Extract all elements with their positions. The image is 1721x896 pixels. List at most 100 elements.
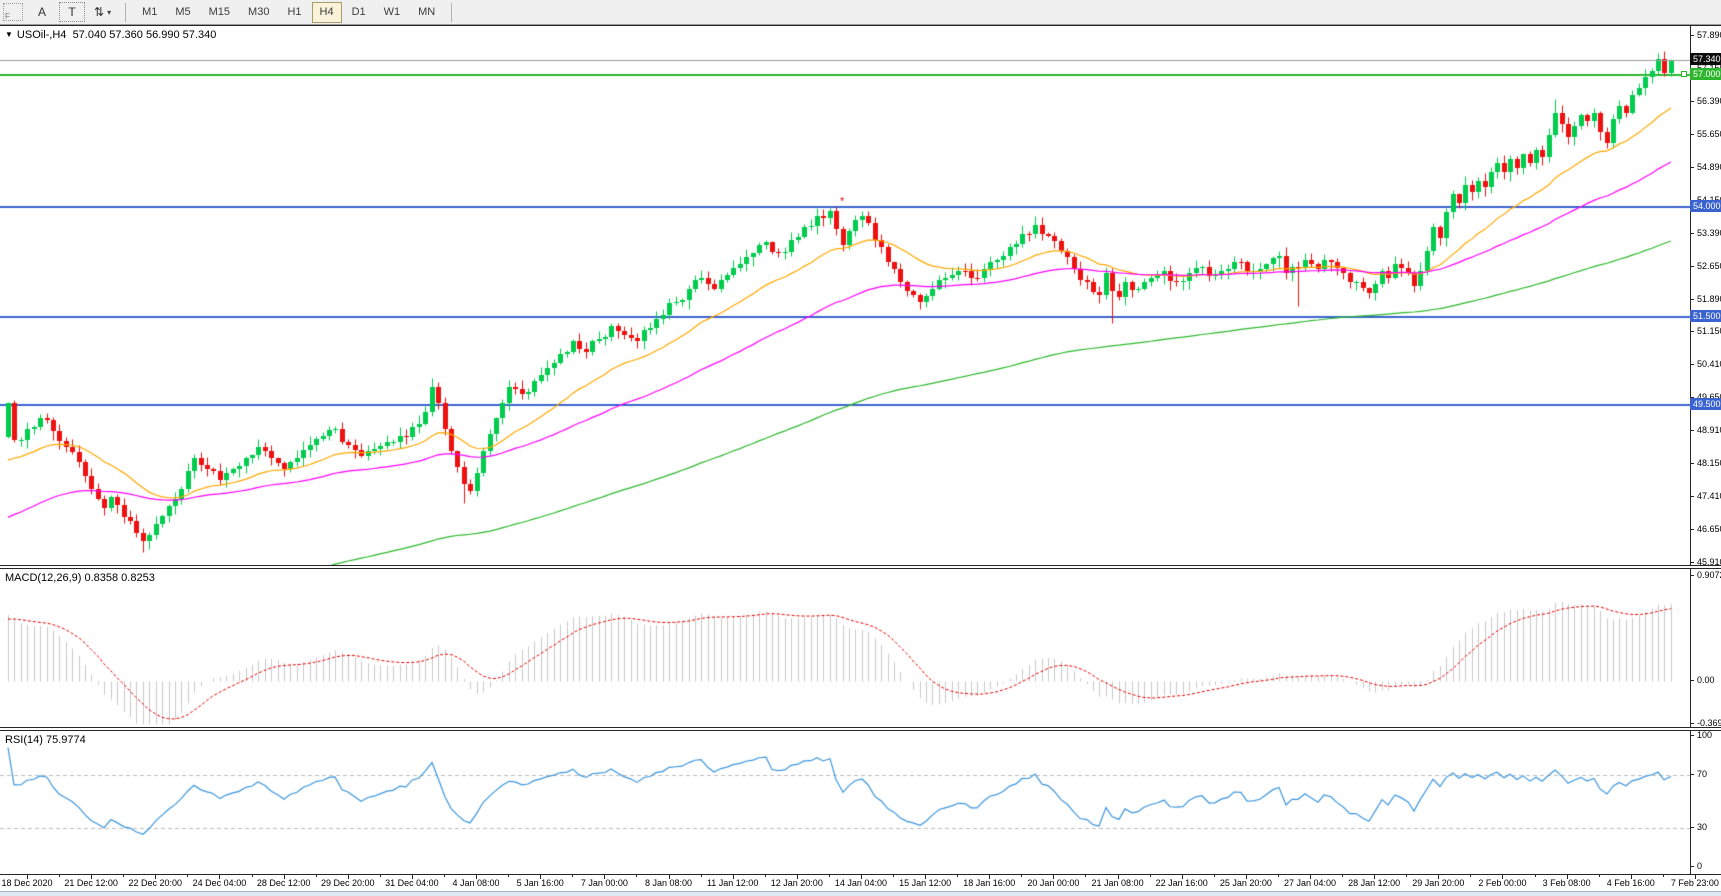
text-icon: A [37,5,46,19]
price-level-badge: 49.500 [1690,398,1721,410]
text-label-icon: T [68,5,76,19]
price-tick-label: 56.390 [1697,96,1721,106]
dock-grip-icon[interactable]: F [3,3,23,21]
price-tick [1690,101,1694,102]
rsi-tick-label: 0 [1697,861,1703,871]
timeframe-button-m30[interactable]: M30 [248,6,270,18]
macd-tick [1690,575,1694,576]
time-axis-label: 4 Feb 16:00 [1606,878,1655,888]
current-price-badge: 57.340 [1690,53,1721,65]
arrows-tool-button[interactable]: ⇅ ▾ [89,2,116,22]
price-tick-label: 51.150 [1697,326,1721,336]
time-tick [861,875,862,879]
time-axis-label: 3 Feb 08:00 [1542,878,1591,888]
timeframe-group: M1 M5 M15 M30 H1 H4 D1 W1 MN [133,1,444,23]
time-axis-label: 22 Dec 20:00 [128,878,183,888]
line-handle[interactable] [1681,71,1687,77]
macd-name: MACD(12,26,9) [5,572,82,584]
time-axis-label: 14 Jan 04:00 [834,878,887,888]
time-axis-label: 25 Jan 20:00 [1219,878,1272,888]
price-tick [1690,35,1694,36]
time-tick [669,875,670,879]
rsi-tick [1690,827,1694,828]
time-axis-label: 28 Dec 12:00 [256,878,311,888]
time-tick [1663,875,1664,877]
price-pane: ▼ USOil-,H4 57.040 57.360 56.990 57.340 [0,25,1721,566]
macd-canvas[interactable] [0,569,1690,727]
time-axis-label: 24 Dec 04:00 [192,878,247,888]
time-tick [219,875,220,879]
time-tick [508,875,509,877]
time-tick [476,875,477,879]
time-axis[interactable]: 18 Dec 2020 21 Dec 12:00 22 Dec 20:00 24 De… [0,875,1721,891]
price-tick [1690,364,1694,365]
price-tick-label: 55.650 [1697,129,1721,139]
time-tick [572,875,573,877]
time-tick [1342,875,1343,877]
price-level-badge: 51.500 [1690,310,1721,322]
toolbar-separator [451,2,453,22]
time-tick [444,875,445,877]
time-tick [733,875,734,879]
rsi-tick-label: 30 [1697,822,1708,832]
time-axis-label: 28 Jan 12:00 [1348,878,1401,888]
rsi-tick [1690,866,1694,867]
time-tick [123,875,124,877]
time-axis-label: 7 Jan 00:00 [580,878,628,888]
price-tick-label: 46.650 [1697,524,1721,534]
text-label-tool-button[interactable]: T [59,2,85,22]
timeframe-button-m1[interactable]: M1 [142,6,158,18]
time-axis-label: 4 Jan 08:00 [452,878,500,888]
time-tick [1502,875,1503,879]
price-chart-canvas[interactable] [0,26,1690,565]
price-tick-label: 45.910 [1697,557,1721,567]
timeframe-button-w1[interactable]: W1 [383,6,401,18]
time-axis-label: 29 Jan 20:00 [1412,878,1465,888]
timeframe-button-m5[interactable]: M5 [175,6,191,18]
time-axis-label: 15 Jan 12:00 [899,878,952,888]
time-axis-label: 12 Jan 20:00 [770,878,823,888]
time-tick [1695,875,1696,879]
timeframe-button-m15[interactable]: M15 [208,6,231,18]
time-tick [1021,875,1022,877]
price-tick [1690,562,1694,563]
symbol-period-label: USOil-,H4 [16,29,67,41]
time-tick [893,875,894,877]
time-tick [155,875,156,879]
price-axis-divider [1690,26,1691,565]
toolbar-separator [125,2,127,22]
price-tick-label: 49.650 [1697,392,1721,402]
price-level-badge: 54.000 [1690,200,1721,212]
time-tick [348,875,349,879]
rsi-canvas[interactable] [0,731,1690,874]
time-axis-label: 7 Feb 23:00 [1670,878,1719,888]
macd-tick-label: 0.9072 [1697,570,1721,580]
time-axis-label: 22 Jan 16:00 [1155,878,1208,888]
time-tick [27,875,28,879]
macd-pane: MACD(12,26,9) 0.8358 0.8253 [0,568,1721,728]
chevron-down-icon: ▾ [107,7,112,17]
price-tick-label: 48.910 [1697,425,1721,435]
timeframe-button-d1[interactable]: D1 [351,6,366,18]
macd-label: MACD(12,26,9) 0.8358 0.8253 [5,572,155,584]
timeframe-button-mn[interactable]: MN [418,6,436,18]
window-bottom-edge [0,891,1721,896]
time-tick [957,875,958,877]
time-axis-label: 8 Jan 08:00 [644,878,693,888]
rsi-tick [1690,735,1694,736]
chart-title[interactable]: ▼ USOil-,H4 57.040 57.360 56.990 57.340 [5,29,216,41]
time-tick [284,875,285,879]
price-tick-label: 57.890 [1697,30,1721,40]
time-tick [412,875,413,879]
time-tick [1150,875,1151,877]
price-tick-label: 53.390 [1697,228,1721,238]
time-axis-label: 31 Dec 04:00 [385,878,439,888]
time-tick [1118,875,1119,879]
timeframe-button-h1[interactable]: H1 [287,6,302,18]
text-tool-button[interactable]: A [29,2,55,22]
price-tick-label: 54.890 [1697,162,1721,172]
time-tick [252,875,253,877]
macd-tick [1690,680,1694,681]
timeframe-button-h4[interactable]: H4 [311,1,342,23]
